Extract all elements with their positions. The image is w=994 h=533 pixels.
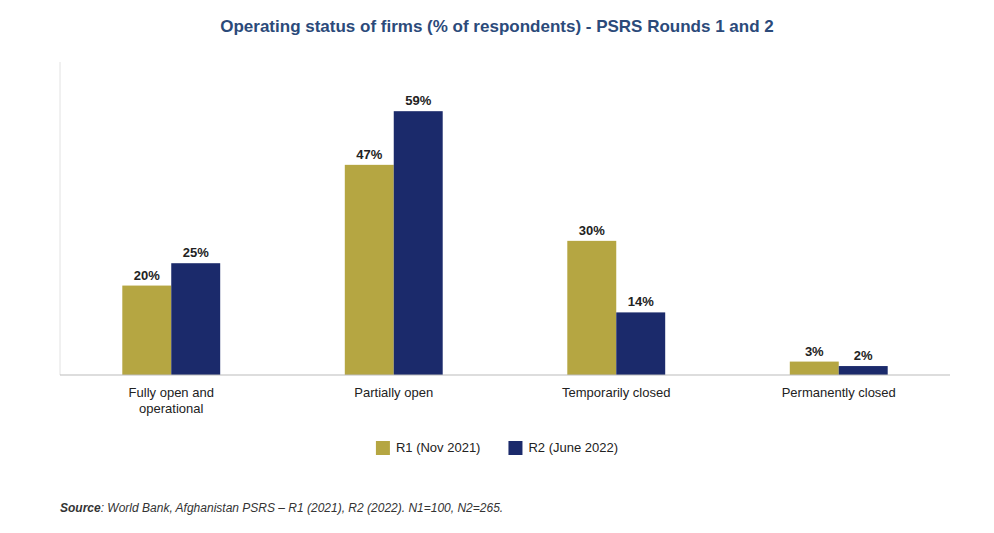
data-label: 3% — [805, 344, 824, 359]
legend-swatch — [376, 441, 390, 455]
data-label: 47% — [356, 147, 382, 162]
legend: R1 (Nov 2021) R2 (June 2022) — [376, 440, 618, 455]
bar — [567, 241, 616, 375]
bars — [122, 111, 887, 375]
data-label: 14% — [628, 294, 654, 309]
data-label: 2% — [854, 348, 873, 363]
x-axis-line — [60, 375, 950, 376]
chart: Operating status of firms (% of responde… — [0, 0, 994, 533]
legend-item: R2 (June 2022) — [508, 440, 618, 455]
x-tick-label: Partially open — [354, 385, 433, 400]
legend-label: R2 (June 2022) — [528, 440, 618, 455]
data-label: 25% — [183, 245, 209, 260]
source-note: Source: World Bank, Afghanistan PSRS – R… — [60, 501, 503, 515]
data-label: 30% — [579, 223, 605, 238]
bar — [345, 165, 394, 375]
title: Operating status of firms (% of responde… — [220, 17, 774, 36]
data-label: 20% — [134, 268, 160, 283]
y-axis-line — [60, 62, 61, 375]
legend-label: R1 (Nov 2021) — [396, 440, 481, 455]
bar — [394, 111, 443, 375]
bar — [839, 366, 888, 375]
data-label: 59% — [405, 93, 431, 108]
x-tick-label: Fully open andoperational — [129, 385, 214, 416]
bar — [171, 263, 220, 375]
bar — [122, 286, 171, 375]
annotation: : World Bank, Afghanistan PSRS – R1 (202… — [101, 501, 503, 515]
bar — [616, 312, 665, 375]
legend-item: R1 (Nov 2021) — [376, 440, 481, 455]
x-tick-label: Temporarily closed — [562, 385, 670, 400]
annotation: Source — [60, 501, 101, 515]
bar — [790, 362, 839, 375]
x-tick-label: Permanently closed — [782, 385, 896, 400]
legend-swatch — [508, 441, 522, 455]
data-labels: 20% 47% 30% 3% 25% 59% 14% 2% — [134, 93, 873, 363]
